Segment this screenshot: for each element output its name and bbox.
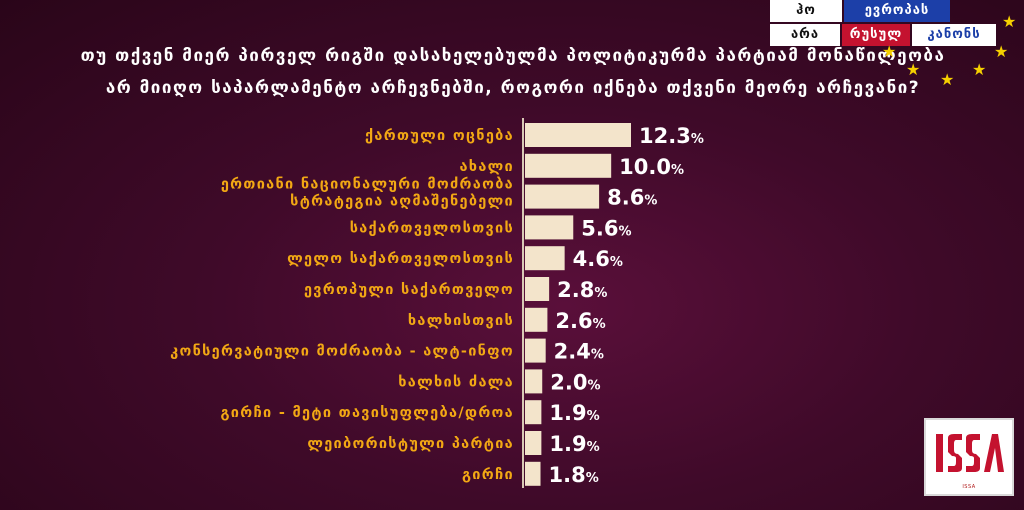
badge-europe-cell: ევროპას [844,0,950,22]
category-label: საქართველოსთვის [350,220,514,236]
bar [525,369,543,394]
star-icon: ★ [994,42,1009,61]
value-label: 12.3% [639,124,704,148]
bar [525,338,546,363]
bar [525,215,574,240]
category-label: ახალი [459,159,514,175]
bar [525,307,548,332]
category-label: გირჩი - მეტი თავისუფლება/დროა [220,405,514,421]
star-icon: ★ [1002,12,1017,31]
question-line-2: არ მიიღო საპარლამენტო არჩევნებში, როგორი… [105,78,921,98]
category-label: სტრატეგია აღმაშენებელი [290,194,514,210]
question-title: თუ თქვენ მიერ პირველ რიგში დასახელებულმა… [8,40,1018,104]
star-icon: ★ [906,60,921,79]
value-label: 1.9% [549,432,599,456]
badge-law-cell: კანონს [912,24,996,46]
issa-logo: ISSA [924,418,1014,496]
bar [525,153,612,178]
value-label: 10.0% [619,155,684,179]
value-label: 5.6% [581,216,631,240]
bar [525,400,542,425]
category-label: ხალხის ძალა [398,374,514,390]
bar [525,461,541,486]
bars-group: ქართული ოცნება 12.3% ახალი 10.0% ერთიანი ნაც… [170,123,704,487]
issa-logo-mark [936,434,1004,472]
bar [525,184,600,209]
badge-no-cell: არა [770,24,840,46]
value-label: 1.9% [549,401,599,425]
bar [525,246,565,271]
badge-russian-cell: რუსულ [842,24,910,46]
category-label: კონსერვატიული მოძრაობა - ალტ-ინფო [170,344,514,360]
star-icon: ★ [972,60,987,79]
value-label: 2.6% [555,309,605,333]
campaign-badge: ჰო ევროპას არა რუსულ კანონს ★ ★ ★ ★ ★ ★ [770,0,1024,88]
value-label: 4.6% [573,247,623,271]
value-label: 2.0% [550,370,600,394]
value-label: 1.8% [549,463,599,487]
category-label: ერთიანი ნაციონალური მოძრაობა [221,177,514,193]
category-label: ევროპული საქართველო [304,282,514,298]
badge-yes-cell: ჰო [770,0,842,22]
category-label: ლელო საქართველოსთვის [287,251,514,267]
category-label: ხალხისთვის [408,313,514,329]
bar [525,277,550,301]
question-line-1: თუ თქვენ მიერ პირველ რიგში დასახელებულმა… [80,46,946,66]
category-label: ქართული ოცნება [365,128,514,144]
bar [525,431,542,455]
star-icon: ★ [940,70,955,89]
value-label: 8.6% [607,186,657,210]
category-label: გირჩი [462,467,514,483]
value-label: 2.4% [554,340,604,364]
value-label: 2.8% [557,278,607,302]
star-icon: ★ [882,42,897,61]
category-label: ლეიბორისტული პარტია [307,436,514,452]
logo-caption: ISSA [962,484,976,490]
bar [525,123,631,147]
